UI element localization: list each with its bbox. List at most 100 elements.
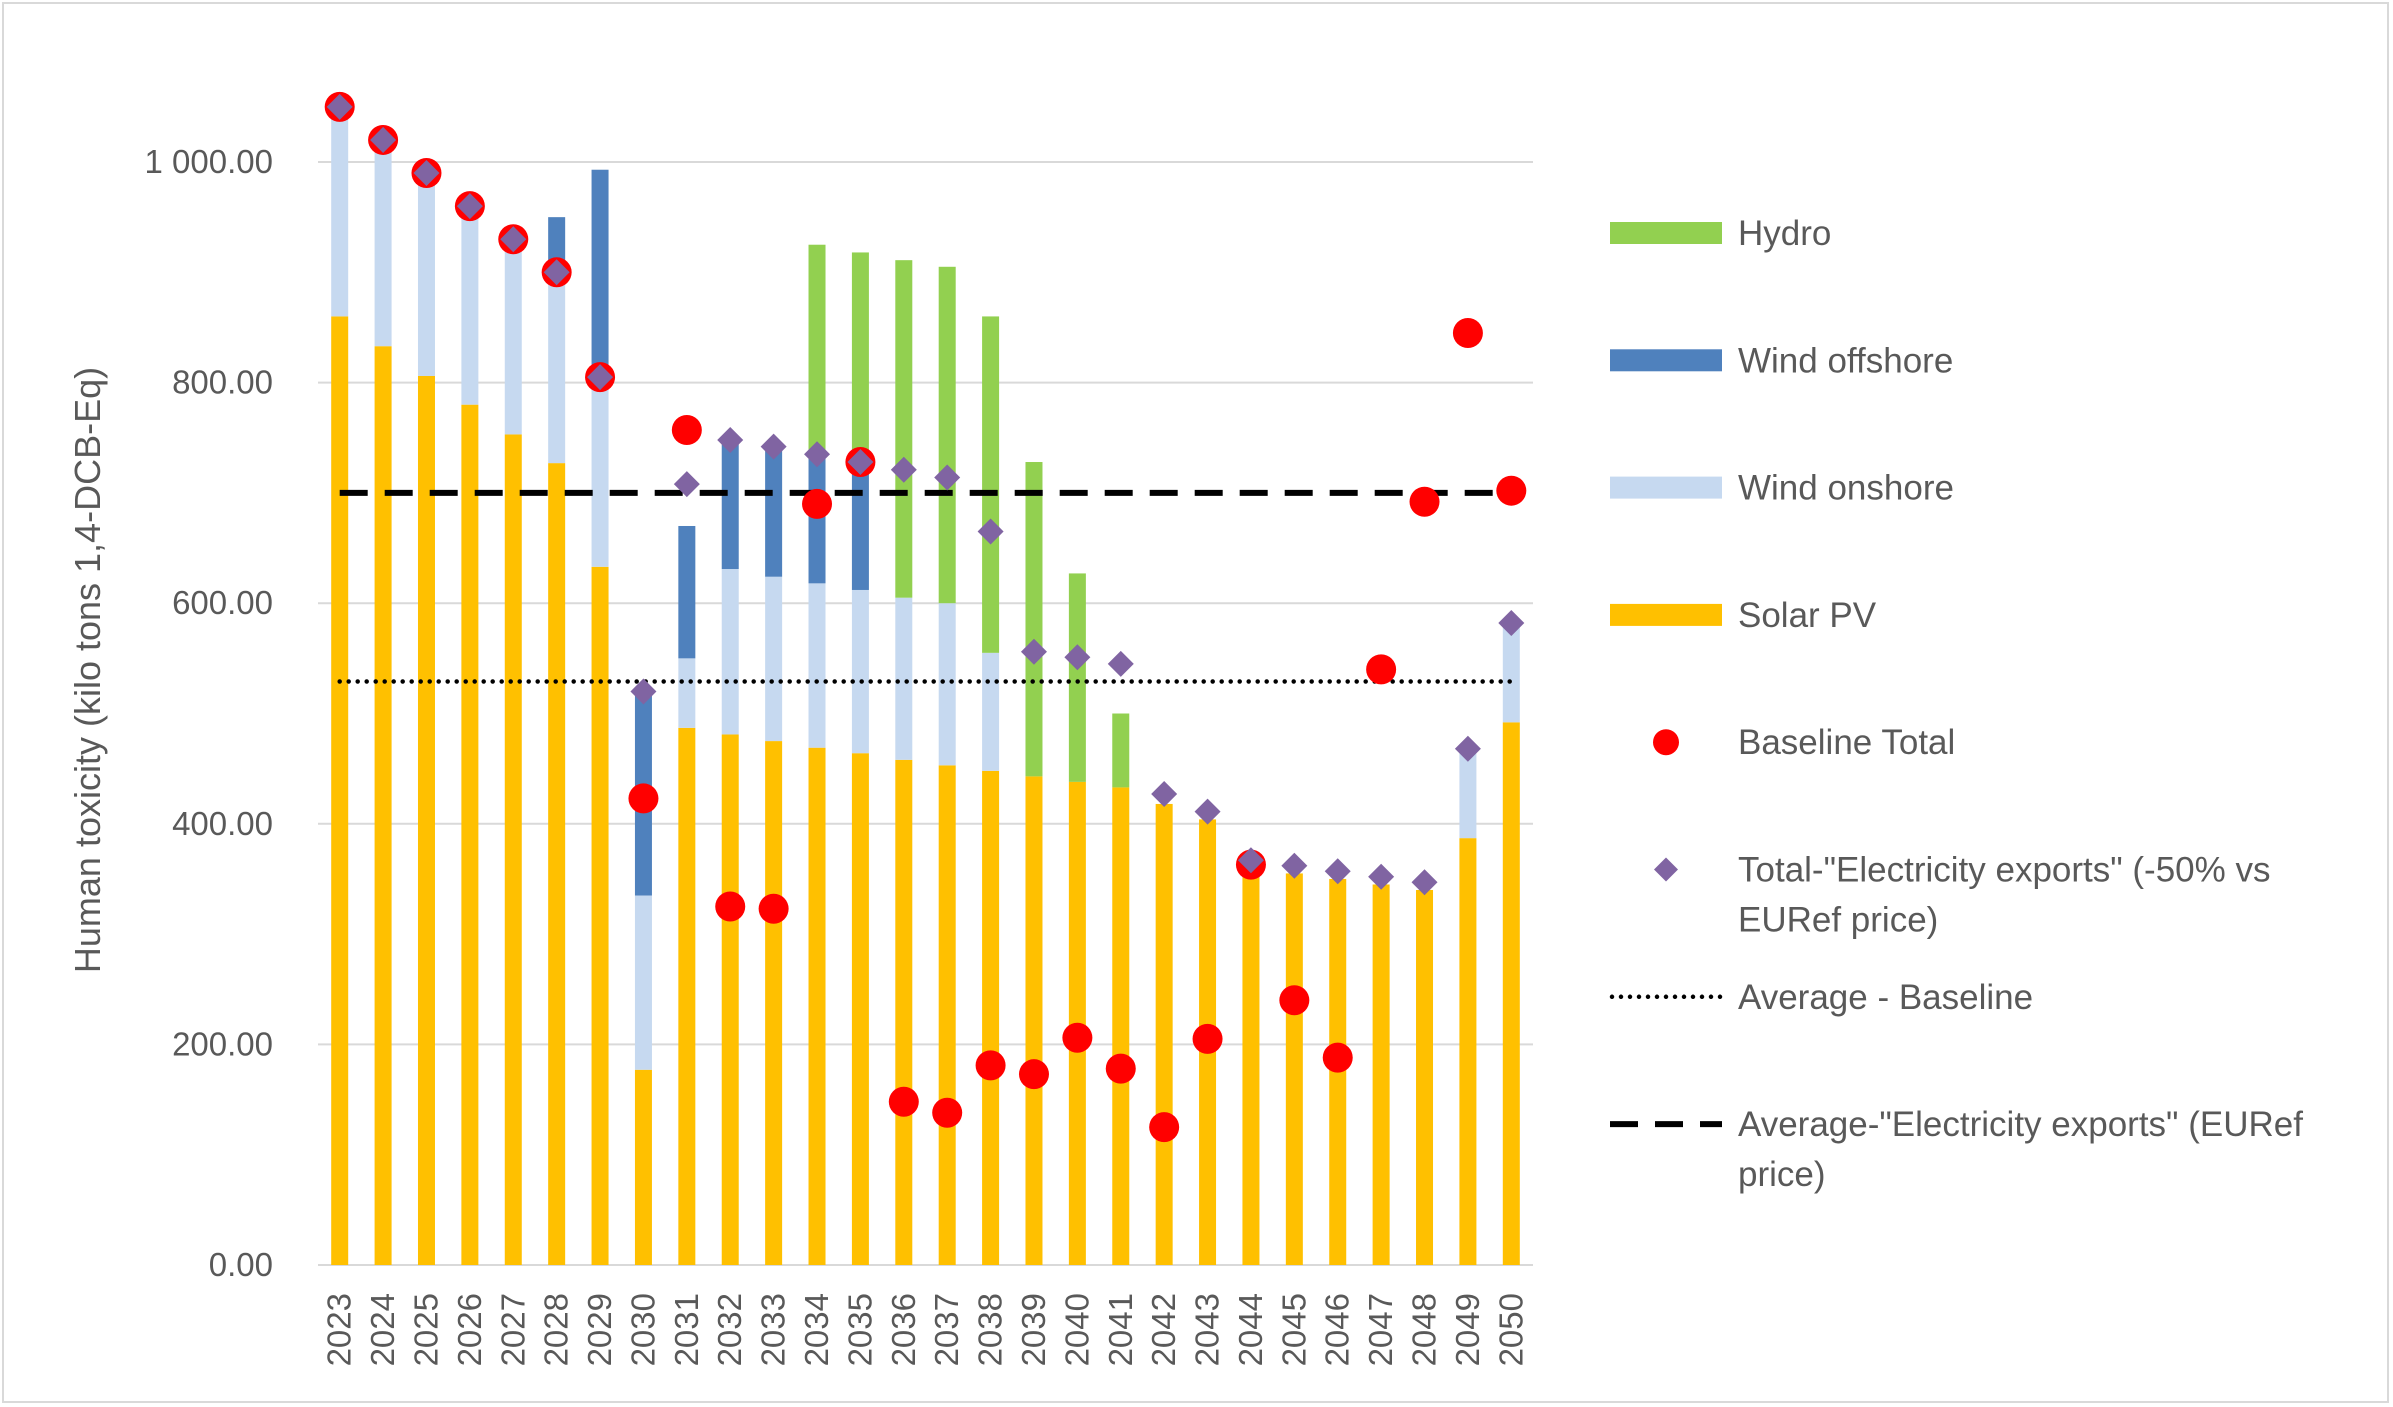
legend-label-line: price) xyxy=(1738,1155,1826,1194)
x-tick-label: 2038 xyxy=(972,1293,1009,1366)
x-tick-label: 2043 xyxy=(1189,1293,1226,1366)
x-tick-label: 2049 xyxy=(1449,1293,1486,1366)
x-tick-label: 2039 xyxy=(1015,1293,1052,1366)
y-tick-label: 600.00 xyxy=(172,584,273,621)
legend-label-line: Total-"Electricity exports" (-50% vs xyxy=(1738,851,2271,890)
bar-wind-onshore xyxy=(548,272,566,464)
x-tick-label: 2037 xyxy=(928,1293,965,1366)
exports-total-point xyxy=(1281,852,1308,879)
exports-total-point xyxy=(934,464,961,491)
gridlines xyxy=(318,161,1533,1266)
baseline-total-point xyxy=(1192,1023,1223,1054)
legend-swatch xyxy=(1610,222,1722,244)
bar-wind-offshore xyxy=(678,525,696,659)
bar-hydro xyxy=(808,244,826,454)
exports-total-point xyxy=(804,441,831,468)
bar-solar-pv xyxy=(721,734,739,1265)
bar-hydro xyxy=(938,266,956,604)
legend-label-line: Wind onshore xyxy=(1738,469,1954,508)
bar-wind-onshore xyxy=(895,597,913,760)
baseline-total-point xyxy=(1279,985,1310,1016)
exports-total-point xyxy=(673,471,700,498)
x-tick-label: 2024 xyxy=(364,1293,401,1366)
bar-solar-pv xyxy=(1112,787,1130,1265)
baseline-total-point xyxy=(1018,1059,1049,1090)
exports-total-point xyxy=(587,364,614,391)
x-tick-label: 2044 xyxy=(1232,1293,1269,1366)
exports-total-point xyxy=(1020,638,1047,665)
bar-wind-onshore xyxy=(591,379,609,567)
baseline-total-point xyxy=(1062,1022,1093,1053)
bar-solar-pv xyxy=(1502,722,1520,1265)
legend-label-line: Solar PV xyxy=(1738,596,1877,635)
bar-solar-pv xyxy=(1459,838,1477,1265)
bar-solar-pv xyxy=(678,727,696,1265)
baseline-total-point xyxy=(1105,1053,1136,1084)
y-axis-title: Human toxicity (kilo tons 1,4-DCB-Eq) xyxy=(67,367,108,973)
x-tick-label: 2046 xyxy=(1319,1293,1356,1366)
bar-wind-onshore xyxy=(808,583,826,748)
x-tick-label: 2036 xyxy=(885,1293,922,1366)
x-tick-label: 2047 xyxy=(1362,1293,1399,1366)
legend-label: Average-"Electricity exports" (EURef pric… xyxy=(1738,1105,2303,1194)
x-tick-label: 2028 xyxy=(538,1293,575,1366)
bar-wind-onshore xyxy=(765,576,783,742)
bar-wind-onshore xyxy=(678,658,696,728)
marker-layer xyxy=(324,91,1527,1143)
bar-wind-onshore xyxy=(1459,748,1477,839)
bar-hydro xyxy=(895,260,913,598)
x-tick-label: 2035 xyxy=(841,1293,878,1366)
legend-label: Average - Baseline xyxy=(1738,978,2033,1017)
bar-wind-onshore xyxy=(851,589,869,754)
legend-swatch xyxy=(1610,476,1722,499)
x-tick-label: 2040 xyxy=(1058,1293,1095,1366)
x-tick-label: 2045 xyxy=(1275,1293,1312,1366)
baseline-total-point xyxy=(975,1050,1006,1081)
x-tick-label: 2034 xyxy=(798,1293,835,1366)
legend-label: Hydro xyxy=(1738,214,1831,253)
bar-hydro xyxy=(851,252,869,461)
bar-solar-pv xyxy=(851,753,869,1265)
bar-solar-pv xyxy=(591,566,609,1265)
average-lines xyxy=(337,489,1514,684)
legend-swatch xyxy=(1653,729,1679,756)
legend-label: Total-"Electricity exports" (-50% vs EURe… xyxy=(1738,851,2271,940)
x-tick-label: 2033 xyxy=(755,1293,792,1366)
bar-solar-pv xyxy=(417,375,435,1265)
bar-wind-offshore xyxy=(721,437,739,570)
baseline-total-point xyxy=(1366,654,1397,685)
bar-wind-onshore xyxy=(721,569,739,735)
exports-total-point xyxy=(500,226,527,253)
exports-total-point xyxy=(1237,847,1264,874)
baseline-total-point xyxy=(1322,1042,1353,1073)
exports-total-point xyxy=(456,193,483,220)
exports-total-point xyxy=(890,456,917,483)
x-tick-label: 2042 xyxy=(1145,1293,1182,1366)
bar-solar-pv xyxy=(504,434,522,1265)
exports-total-point xyxy=(1107,650,1134,677)
baseline-total-point xyxy=(1452,317,1483,348)
exports-total-point xyxy=(1194,798,1221,825)
exports-total-point xyxy=(1064,644,1091,671)
bar-solar-pv xyxy=(1416,889,1434,1265)
bar-wind-offshore xyxy=(851,460,869,590)
bar-solar-pv xyxy=(808,747,826,1265)
exports-total-point xyxy=(717,426,744,453)
x-tick-label: 2029 xyxy=(581,1293,618,1366)
bar-wind-onshore xyxy=(461,206,479,405)
x-tick-label: 2027 xyxy=(494,1293,531,1366)
bar-wind-offshore xyxy=(591,169,609,380)
bar-solar-pv xyxy=(461,404,479,1265)
bar-wind-onshore xyxy=(938,603,956,766)
y-tick-label: 400.00 xyxy=(172,805,273,842)
x-tick-label: 2041 xyxy=(1102,1293,1139,1366)
bar-solar-pv xyxy=(895,759,913,1265)
bar-hydro xyxy=(1112,713,1130,788)
baseline-total-point xyxy=(1409,486,1440,517)
legend-label-line: Average - Baseline xyxy=(1738,978,2033,1017)
baseline-total-point xyxy=(628,783,659,814)
bar-solar-pv xyxy=(634,1069,652,1265)
baseline-total-point xyxy=(671,415,702,446)
